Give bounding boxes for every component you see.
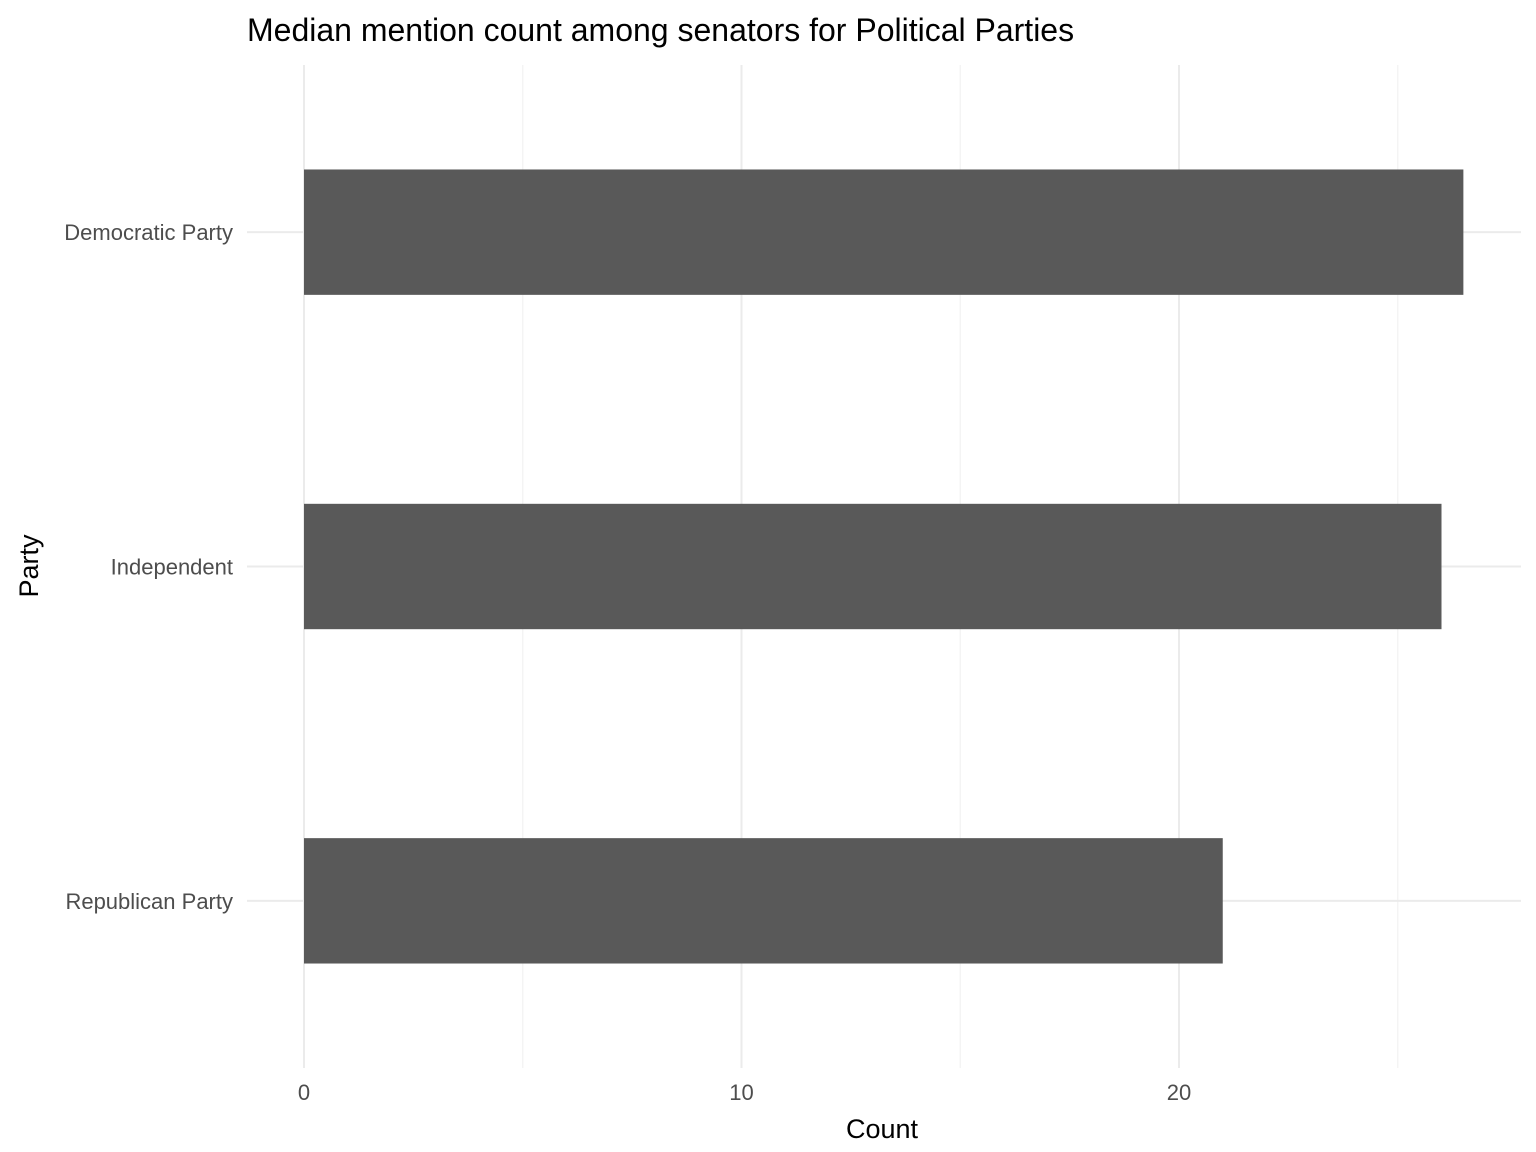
x-tick-label: 20 xyxy=(1167,1080,1191,1105)
y-tick-label: Democratic Party xyxy=(64,220,233,245)
y-tick-label: Independent xyxy=(111,555,233,580)
tick-labels: 0 10 20 Democratic Party Independent Republic… xyxy=(64,220,1191,1105)
y-tick-label: Republican Party xyxy=(65,889,233,914)
bars xyxy=(304,169,1464,964)
bar-independent xyxy=(304,503,1442,630)
chart-title: Median mention count among senators for … xyxy=(247,12,1074,48)
x-axis-title: Count xyxy=(846,1114,919,1144)
bar-republican-party xyxy=(304,838,1223,964)
bar-democratic-party xyxy=(304,169,1464,295)
y-axis-title: Party xyxy=(14,534,44,598)
x-tick-label: 10 xyxy=(729,1080,753,1105)
x-tick-label: 0 xyxy=(298,1080,310,1105)
